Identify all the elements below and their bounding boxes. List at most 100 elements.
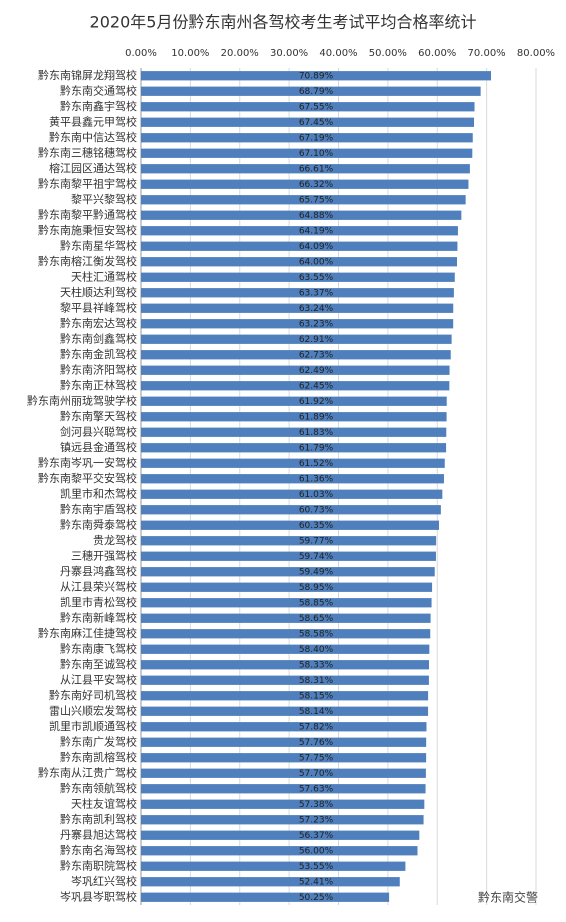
bar [141, 179, 469, 189]
bar [141, 334, 452, 344]
y-tick-label: 黔东南舜泰驾校 [60, 517, 137, 531]
value-label: 67.10% [299, 149, 334, 159]
y-tick-label: 凯里市青松驾校 [60, 595, 137, 609]
value-label: 58.40% [299, 645, 334, 655]
y-tick-label: 从江县荣兴驾校 [60, 579, 137, 593]
bar [141, 598, 432, 608]
value-label: 56.00% [299, 846, 334, 856]
value-label: 58.85% [299, 598, 334, 608]
y-tick-label: 黎平兴黎驾校 [71, 192, 137, 206]
bar [141, 71, 492, 81]
x-tick-label: 80.00% [517, 48, 555, 59]
y-tick-label: 凯里市凯顺通驾校 [49, 719, 137, 733]
value-label: 66.32% [299, 180, 334, 190]
y-tick-label: 黔东南擎天驾校 [60, 409, 137, 423]
y-tick-label: 黔东南施秉恒安驾校 [38, 223, 137, 237]
y-tick-label: 黔东南宇盾驾校 [60, 502, 137, 516]
y-tick-label: 黔东南鑫宇驾校 [60, 99, 137, 113]
y-tick-label: 凯里市和杰驾校 [60, 486, 137, 500]
y-tick-label: 黔东南好司机驾校 [49, 688, 137, 702]
bar [141, 319, 454, 329]
y-tick-label: 黔东南三穗铭穗驾校 [38, 145, 137, 159]
value-label: 58.15% [299, 691, 334, 701]
bar [141, 226, 458, 236]
value-label: 67.19% [299, 133, 334, 143]
value-label: 63.55% [299, 273, 334, 283]
bar [141, 257, 457, 267]
y-tick-label: 黔东南正林驾校 [60, 378, 137, 392]
bar [141, 536, 437, 546]
y-tick-label: 黔东南康飞驾校 [60, 641, 137, 655]
value-label: 61.89% [299, 412, 334, 422]
value-label: 61.79% [299, 443, 334, 453]
y-tick-label: 黔东南名海驾校 [60, 843, 137, 857]
value-label: 63.24% [299, 304, 334, 314]
value-label: 66.61% [299, 164, 334, 174]
value-label: 64.09% [299, 242, 334, 252]
y-tick-label: 贵龙驾校 [93, 533, 137, 547]
y-tick-label: 黔东南麻江佳捷驾校 [38, 626, 137, 640]
y-tick-label: 黔东南新峰驾校 [60, 610, 137, 624]
y-tick-label: 黔东南至诚驾校 [60, 657, 137, 671]
value-label: 59.77% [299, 536, 334, 546]
y-tick-label: 黔东南交通驾校 [60, 83, 137, 97]
bar [141, 365, 450, 375]
bar [141, 551, 436, 561]
y-tick-label: 三穗开强驾校 [71, 548, 137, 562]
value-label: 57.38% [299, 800, 334, 810]
y-tick-label: 剑河县兴聪驾校 [60, 424, 137, 438]
y-tick-label: 岑巩县岑职驾校 [60, 889, 137, 903]
value-label: 57.23% [299, 815, 334, 825]
bar [141, 443, 447, 453]
value-label: 53.55% [299, 862, 334, 872]
watermark: 黔东南交警 [478, 890, 538, 905]
value-label: 59.49% [299, 567, 334, 577]
bar [141, 195, 466, 205]
bar [141, 722, 427, 732]
bar [141, 148, 473, 158]
bar [141, 520, 439, 530]
x-tick-label: 0.00% [125, 48, 157, 59]
y-tick-label: 榕江园区通达驾校 [49, 161, 137, 175]
value-label: 61.52% [299, 459, 334, 469]
value-label: 64.19% [299, 226, 334, 236]
y-tick-label: 岑巩红兴驾校 [71, 874, 137, 888]
value-label: 58.58% [299, 629, 334, 639]
value-label: 60.73% [299, 505, 334, 515]
bar [141, 675, 429, 685]
y-tick-label: 黔东南星华驾校 [60, 238, 137, 252]
value-label: 61.36% [299, 474, 334, 484]
x-tick-label: 30.00% [270, 48, 308, 59]
bar [141, 505, 441, 515]
y-tick-label: 黔东南宏达驾校 [60, 316, 137, 330]
bar [141, 117, 475, 127]
y-tick-label: 黔东南黎平交安驾校 [38, 471, 137, 485]
y-tick-label: 黔东南州丽珑驾驶学校 [27, 393, 137, 407]
x-tick-label: 20.00% [221, 48, 259, 59]
bar [141, 613, 431, 623]
bar [141, 830, 420, 840]
value-label: 56.37% [299, 831, 334, 841]
value-label: 62.73% [299, 350, 334, 360]
value-label: 52.41% [299, 877, 334, 887]
bar [141, 303, 454, 313]
value-label: 63.37% [299, 288, 334, 298]
bar [141, 784, 426, 794]
x-tick-label: 40.00% [319, 48, 357, 59]
value-label: 62.45% [299, 381, 334, 391]
bar [141, 133, 473, 143]
bar [141, 396, 447, 406]
value-label: 50.25% [299, 893, 334, 903]
bar [141, 660, 430, 670]
value-label: 58.95% [299, 583, 334, 593]
y-tick-label: 黄平县鑫元甲驾校 [49, 114, 137, 128]
bar [141, 164, 470, 174]
bar [141, 241, 458, 251]
bar [141, 737, 427, 747]
bar [141, 846, 418, 856]
value-label: 64.00% [299, 257, 334, 267]
x-tick-label: 70.00% [468, 48, 506, 59]
bar [141, 768, 426, 778]
bar [141, 861, 406, 871]
